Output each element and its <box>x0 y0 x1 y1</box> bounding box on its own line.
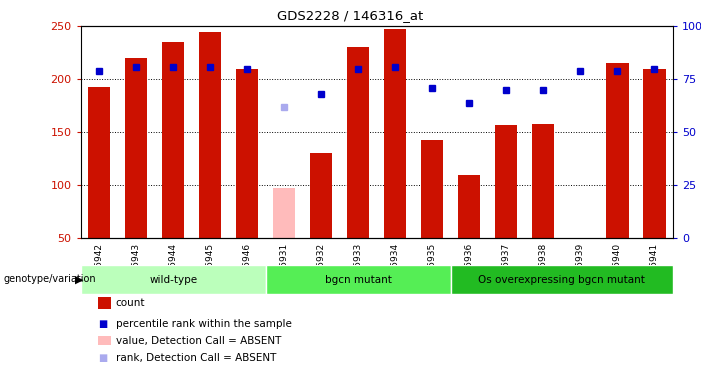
Bar <box>236 69 258 238</box>
Bar <box>88 87 110 238</box>
Bar <box>162 42 184 238</box>
Bar <box>273 188 295 238</box>
Bar <box>451 265 673 294</box>
Text: genotype/variation: genotype/variation <box>4 274 96 284</box>
Text: bgcn mutant: bgcn mutant <box>325 275 392 285</box>
Text: value, Detection Call = ABSENT: value, Detection Call = ABSENT <box>116 336 281 346</box>
Bar <box>644 69 665 238</box>
Bar <box>347 48 369 238</box>
Text: Os overexpressing bgcn mutant: Os overexpressing bgcn mutant <box>479 275 646 285</box>
Text: count: count <box>116 298 145 308</box>
Bar <box>81 265 266 294</box>
Bar <box>495 125 517 238</box>
Text: rank, Detection Call = ABSENT: rank, Detection Call = ABSENT <box>116 354 276 363</box>
Text: ■: ■ <box>97 320 107 329</box>
Text: ■: ■ <box>97 354 107 363</box>
Text: percentile rank within the sample: percentile rank within the sample <box>116 320 292 329</box>
Text: wild-type: wild-type <box>149 275 197 285</box>
Bar <box>310 153 332 238</box>
Bar <box>421 140 444 238</box>
Bar <box>532 124 554 238</box>
Text: GDS2228 / 146316_at: GDS2228 / 146316_at <box>278 9 423 22</box>
Bar <box>266 265 451 294</box>
Bar <box>199 32 222 238</box>
Bar <box>458 175 480 238</box>
Bar <box>125 58 147 238</box>
Bar <box>606 63 629 238</box>
Text: ▶: ▶ <box>75 274 83 284</box>
Bar <box>384 29 407 238</box>
